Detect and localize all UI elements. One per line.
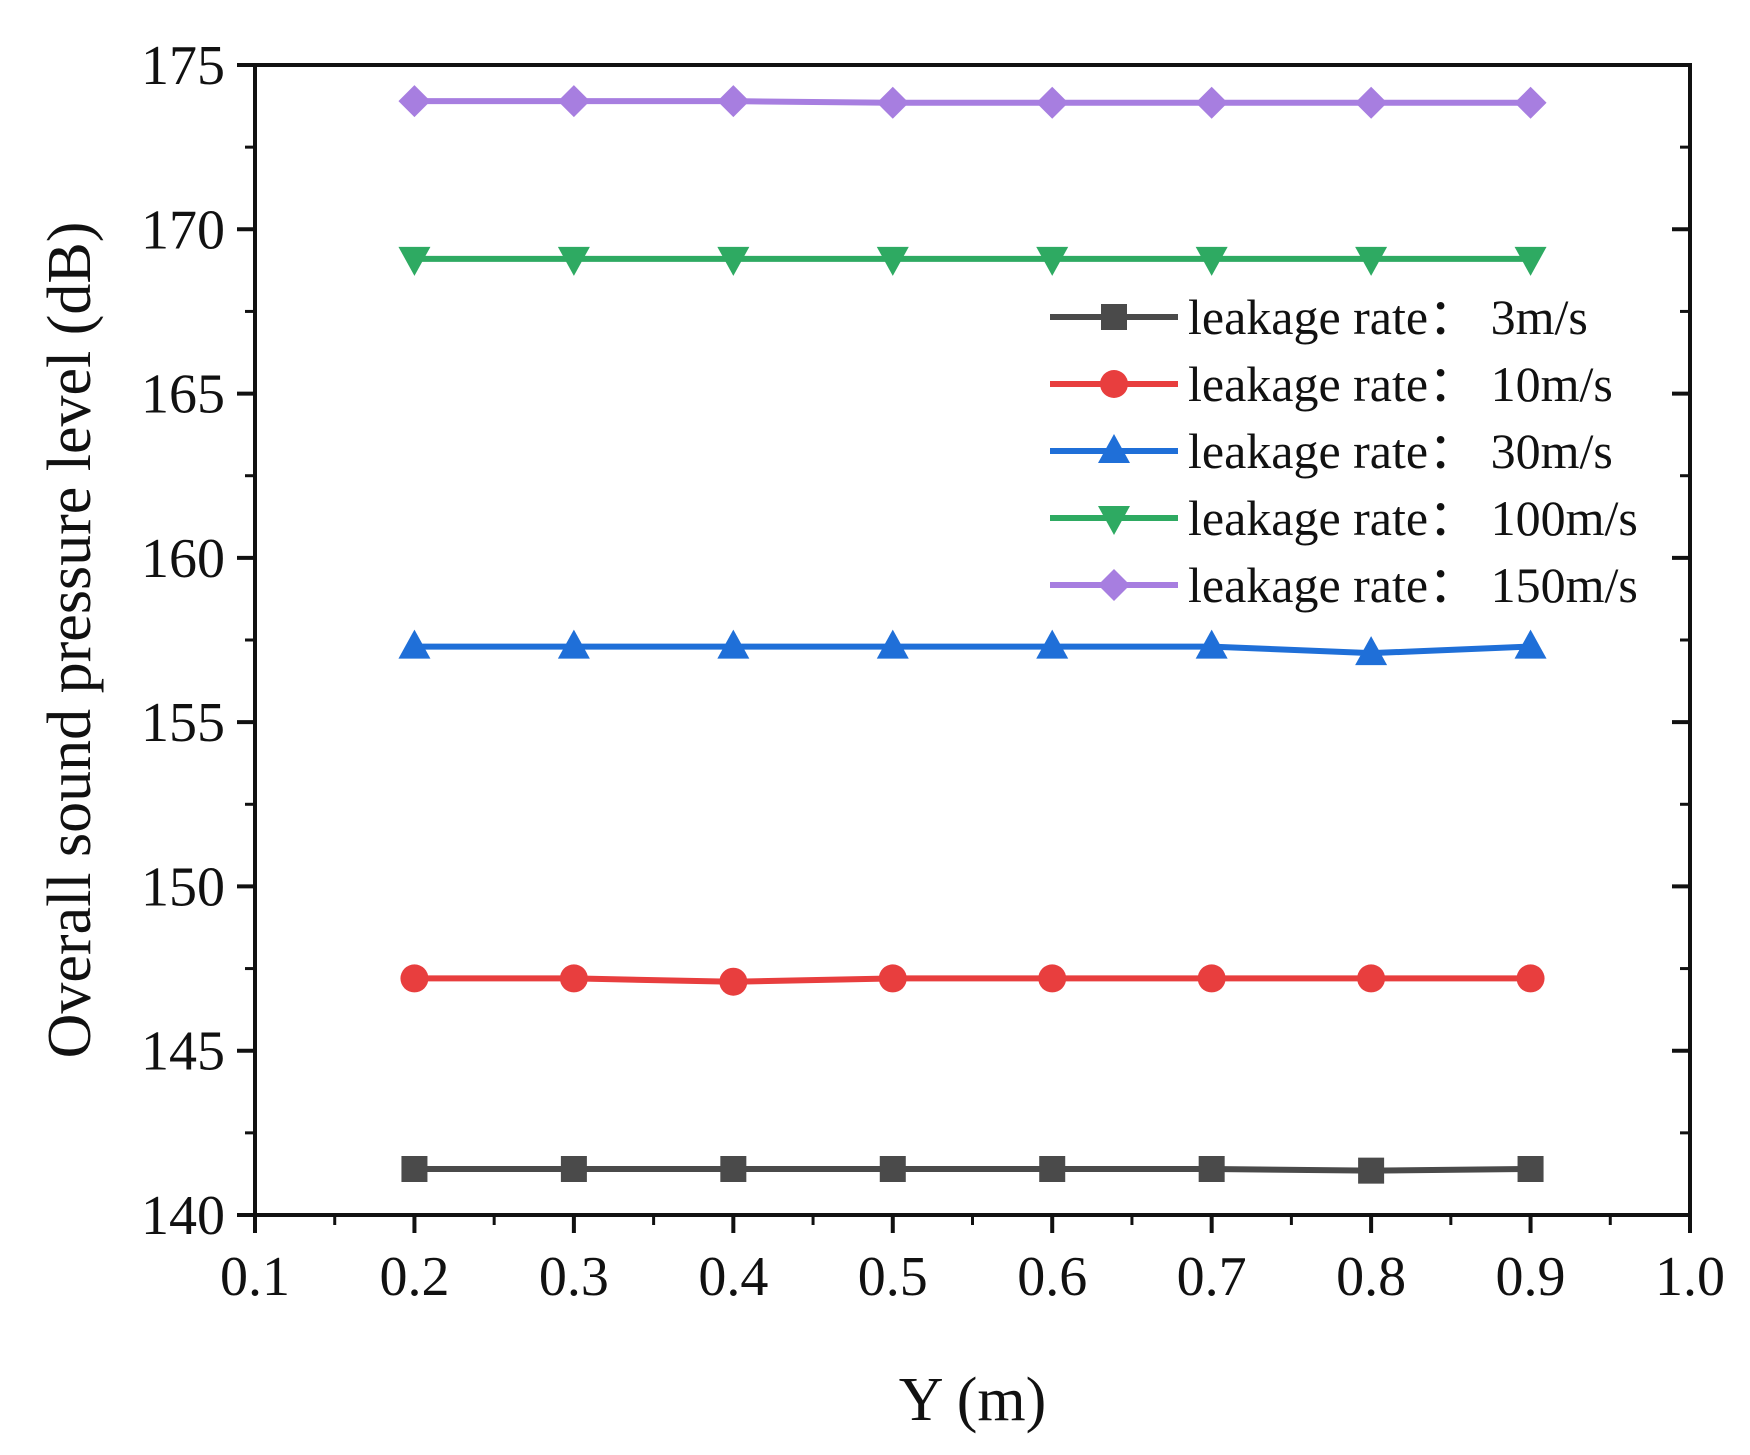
series-line — [414, 643, 1531, 657]
data-point — [1039, 1156, 1066, 1182]
y-tick-label: 145 — [141, 1021, 225, 1083]
legend-marker — [1098, 434, 1130, 463]
series-5 — [398, 85, 1547, 119]
data-point — [1036, 629, 1069, 659]
series-layer — [398, 85, 1547, 1184]
series-4 — [398, 246, 1547, 276]
legend-label: leakage rate： 10m/s — [1188, 356, 1613, 412]
data-point — [1195, 86, 1228, 119]
x-tick-label: 0.4 — [698, 1246, 768, 1308]
legend-item: leakage rate： 3m/s — [1050, 289, 1588, 345]
legend-label: leakage rate： 30m/s — [1188, 423, 1613, 479]
legend-item: leakage rate： 10m/s — [1050, 356, 1613, 412]
y-tick-label: 165 — [141, 364, 225, 426]
legend-item: leakage rate： 100m/s — [1050, 490, 1638, 546]
data-point — [876, 86, 909, 119]
series-line — [414, 98, 1531, 106]
x-tick-label: 0.9 — [1496, 1246, 1566, 1308]
data-point — [876, 246, 909, 276]
legend-marker — [1100, 370, 1128, 398]
data-point — [878, 964, 907, 993]
y-tick-label: 150 — [141, 856, 225, 918]
y-tick-label: 175 — [141, 35, 225, 97]
x-tick-label: 0.3 — [539, 1246, 609, 1308]
data-point — [1195, 246, 1228, 276]
data-point — [1197, 964, 1226, 993]
data-point — [1355, 636, 1388, 666]
data-point — [720, 1156, 747, 1182]
data-point — [1517, 1156, 1544, 1182]
legend-label: leakage rate： 100m/s — [1188, 490, 1638, 546]
legend-item: leakage rate： 30m/s — [1050, 423, 1613, 479]
legend-marker — [1098, 569, 1130, 601]
data-point — [1195, 629, 1228, 659]
data-point — [719, 967, 748, 996]
plot-frame — [253, 63, 1692, 1217]
x-tick-label: 0.2 — [379, 1246, 449, 1308]
x-tick-label: 0.5 — [858, 1246, 928, 1308]
data-point — [1516, 964, 1545, 993]
x-axis-title: Y (m) — [899, 1366, 1047, 1434]
x-tick-label: 0.7 — [1177, 1246, 1247, 1308]
data-point — [1355, 86, 1388, 119]
data-point — [560, 1156, 587, 1182]
data-point — [1355, 246, 1388, 276]
legend: leakage rate： 3m/s leakage rate： 10m/s lea… — [1050, 289, 1638, 613]
data-point — [876, 629, 909, 659]
data-point — [1036, 246, 1069, 276]
x-tick-label: 0.6 — [1017, 1246, 1087, 1308]
y-axis: 140 145 150 155 160 165 170 175 — [141, 35, 1690, 1247]
data-point — [557, 629, 590, 659]
y-tick-label: 170 — [141, 199, 225, 261]
x-tick-label: 0.1 — [220, 1246, 290, 1308]
y-tick-label: 160 — [141, 528, 225, 590]
x-tick-label: 1.0 — [1655, 1246, 1725, 1308]
legend-label: leakage rate： 3m/s — [1188, 289, 1588, 345]
data-point — [1514, 246, 1547, 276]
data-point — [1514, 629, 1547, 659]
data-point — [400, 964, 429, 993]
legend-label: leakage rate： 150m/s — [1188, 557, 1638, 613]
data-point — [557, 246, 590, 276]
data-point — [1198, 1156, 1225, 1182]
y-tick-label: 155 — [141, 692, 225, 754]
data-point — [398, 246, 431, 276]
data-point — [717, 85, 750, 118]
legend-marker — [1098, 506, 1130, 535]
legend-item: leakage rate： 150m/s — [1050, 557, 1638, 613]
data-point — [398, 629, 431, 659]
data-point — [717, 246, 750, 276]
series-3 — [398, 629, 1547, 666]
data-point — [559, 964, 588, 993]
y-tick-label: 140 — [141, 1185, 225, 1247]
data-point — [1358, 1157, 1385, 1184]
data-point — [1514, 86, 1547, 119]
x-axis: 0.1 0.2 0.3 0.4 0.5 0.6 0.7 0.8 0.9 1.0 — [220, 1215, 1725, 1308]
data-point — [401, 1156, 428, 1182]
data-point — [1038, 964, 1067, 993]
series-line — [414, 1166, 1531, 1174]
series-2 — [400, 964, 1545, 996]
series-1 — [401, 1156, 1544, 1184]
data-point — [398, 85, 431, 118]
data-point — [879, 1156, 906, 1182]
data-point — [1036, 86, 1069, 119]
y-axis-title: Overall sound pressure level (dB) — [36, 222, 104, 1059]
series-line — [414, 975, 1531, 985]
data-point — [717, 629, 750, 659]
data-point — [557, 85, 590, 118]
x-tick-label: 0.8 — [1336, 1246, 1406, 1308]
data-point — [1357, 964, 1386, 993]
legend-marker — [1101, 304, 1127, 330]
